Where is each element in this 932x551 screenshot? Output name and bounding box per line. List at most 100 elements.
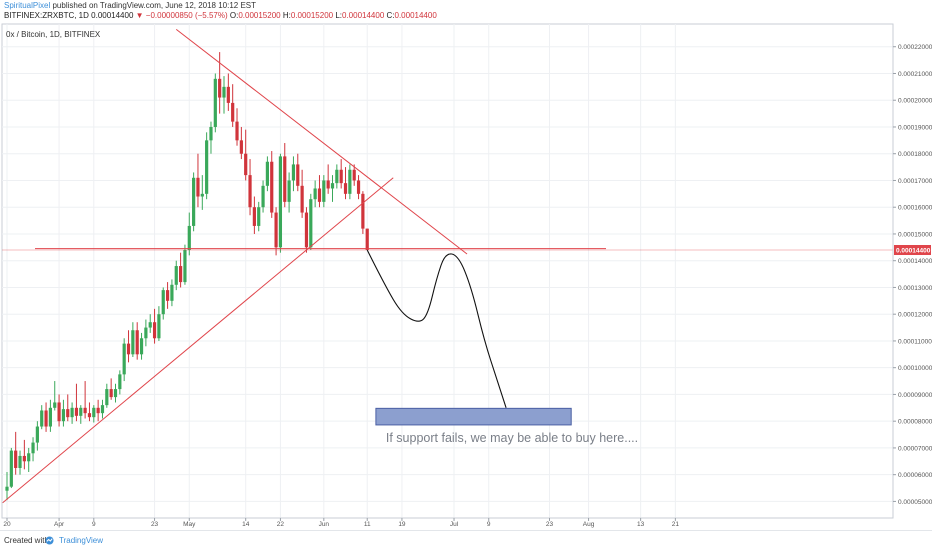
- candle: [61, 399, 66, 427]
- candle-body: [105, 389, 109, 406]
- candle-body: [70, 407, 74, 418]
- candle: [131, 322, 135, 357]
- y-tick-label: 0.00005000: [898, 499, 932, 506]
- candle: [179, 252, 183, 288]
- y-tick-label: 0.00016000: [898, 205, 932, 212]
- candle-body: [31, 442, 35, 454]
- y-tick-label: 0.00017000: [898, 178, 932, 185]
- y-tick-label: 0.00007000: [898, 445, 932, 452]
- x-tick-label: May: [183, 521, 196, 528]
- candle-body: [322, 180, 326, 202]
- candle: [322, 175, 326, 208]
- x-tick-label: 13: [637, 521, 645, 528]
- price-chart[interactable]: 0x / Bitcoin, 1D, BITFINEX If support fai…: [0, 22, 932, 528]
- author-link[interactable]: SpiritualPixel: [4, 1, 51, 10]
- candle-body: [196, 177, 200, 197]
- candle: [48, 399, 52, 432]
- y-tick-label: 0.00011000: [898, 338, 932, 345]
- y-tick-label: 0.00014000: [898, 258, 932, 265]
- candle-body: [27, 453, 31, 462]
- candle: [231, 84, 235, 127]
- candle-body: [261, 185, 265, 208]
- candle-body: [40, 410, 44, 427]
- down-arrow-icon: ▼: [135, 11, 144, 20]
- candle: [200, 175, 204, 210]
- x-tick-label: Jul: [450, 521, 459, 528]
- change-value: −0.00000850 (−5.57%): [145, 11, 228, 20]
- candle: [53, 381, 57, 411]
- candle-body: [226, 86, 230, 103]
- last-price-tag-label: 0.00014400: [896, 248, 931, 255]
- candle-body: [235, 121, 239, 141]
- candle: [9, 447, 13, 489]
- candle: [87, 402, 92, 422]
- open-value: 0.00015200: [238, 11, 281, 20]
- candle-body: [118, 374, 122, 390]
- candle: [126, 330, 131, 363]
- candle-body: [83, 407, 87, 414]
- candle: [352, 164, 356, 186]
- candle: [57, 394, 61, 427]
- candle: [209, 121, 213, 154]
- candle-body: [187, 225, 191, 251]
- y-tick-label: 0.00013000: [898, 285, 932, 292]
- candle: [261, 180, 265, 213]
- candle-body: [144, 327, 148, 339]
- candle-body: [343, 183, 348, 194]
- candle: [239, 126, 243, 160]
- candle-body: [122, 343, 126, 375]
- candle: [92, 405, 96, 423]
- candle-body: [304, 212, 309, 248]
- candle: [291, 156, 296, 192]
- chart-header: SpiritualPixel published on TradingView.…: [0, 0, 932, 22]
- candle: [144, 319, 148, 347]
- candle: [105, 383, 109, 408]
- candle: [339, 159, 343, 189]
- candle-body: [330, 183, 335, 189]
- projection-path: [366, 249, 507, 408]
- candle-body: [257, 207, 261, 226]
- y-tick-label: 0.00022000: [898, 44, 932, 51]
- y-tick-label: 0.00020000: [898, 98, 932, 105]
- candle: [109, 378, 113, 400]
- x-tick-label: 20: [3, 521, 11, 528]
- candle-body: [44, 410, 48, 427]
- candle: [165, 282, 170, 309]
- candle-body: [352, 169, 356, 181]
- candle: [31, 437, 35, 462]
- candle: [27, 447, 31, 472]
- candle-body: [239, 140, 243, 154]
- candle-body: [148, 322, 152, 328]
- candle: [343, 167, 348, 200]
- candle-body: [300, 185, 304, 213]
- candle-body: [100, 405, 105, 414]
- candle-body: [356, 180, 361, 194]
- candle-body: [179, 266, 183, 283]
- tradingview-link[interactable]: TradingView: [59, 536, 104, 545]
- candle: [283, 143, 287, 208]
- candle-body: [270, 161, 274, 213]
- candle: [300, 169, 304, 218]
- candle-body: [53, 402, 57, 408]
- chart-area[interactable]: 0x / Bitcoin, 1D, BITFINEX If support fai…: [0, 22, 932, 528]
- candle-body: [131, 330, 135, 355]
- candle-body: [231, 102, 235, 122]
- candle: [66, 394, 70, 422]
- candle: [122, 338, 126, 382]
- plot-background: [1, 23, 894, 519]
- candle-body: [244, 153, 248, 176]
- candle-body: [274, 212, 278, 248]
- candle: [74, 383, 79, 422]
- candle: [170, 279, 174, 307]
- candle-body: [9, 450, 13, 487]
- candle-body: [218, 78, 222, 98]
- candles: [5, 52, 369, 501]
- candle-body: [278, 156, 283, 248]
- candle: [317, 175, 322, 208]
- candle: [252, 196, 256, 234]
- candle-body: [109, 389, 113, 398]
- candle-body: [66, 409, 70, 418]
- candle: [96, 399, 100, 422]
- candle: [335, 164, 339, 189]
- last-price-tag: [894, 245, 931, 256]
